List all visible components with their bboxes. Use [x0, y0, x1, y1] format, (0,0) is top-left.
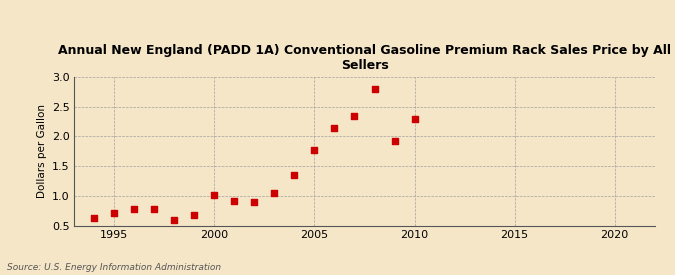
Title: Annual New England (PADD 1A) Conventional Gasoline Premium Rack Sales Price by A: Annual New England (PADD 1A) Conventiona…	[58, 44, 671, 72]
Point	[249, 200, 260, 205]
Point	[269, 191, 280, 195]
Point	[189, 213, 200, 217]
Point	[369, 87, 380, 91]
Point	[349, 113, 360, 118]
Point	[409, 116, 420, 121]
Point	[289, 173, 300, 177]
Point	[229, 199, 240, 203]
Point	[129, 207, 140, 212]
Point	[209, 193, 220, 197]
Point	[169, 218, 180, 222]
Point	[89, 216, 100, 220]
Y-axis label: Dollars per Gallon: Dollars per Gallon	[38, 104, 47, 198]
Point	[309, 148, 320, 152]
Point	[329, 126, 340, 130]
Point	[389, 138, 400, 143]
Text: Source: U.S. Energy Information Administration: Source: U.S. Energy Information Administ…	[7, 263, 221, 272]
Point	[109, 211, 119, 215]
Point	[149, 207, 160, 212]
